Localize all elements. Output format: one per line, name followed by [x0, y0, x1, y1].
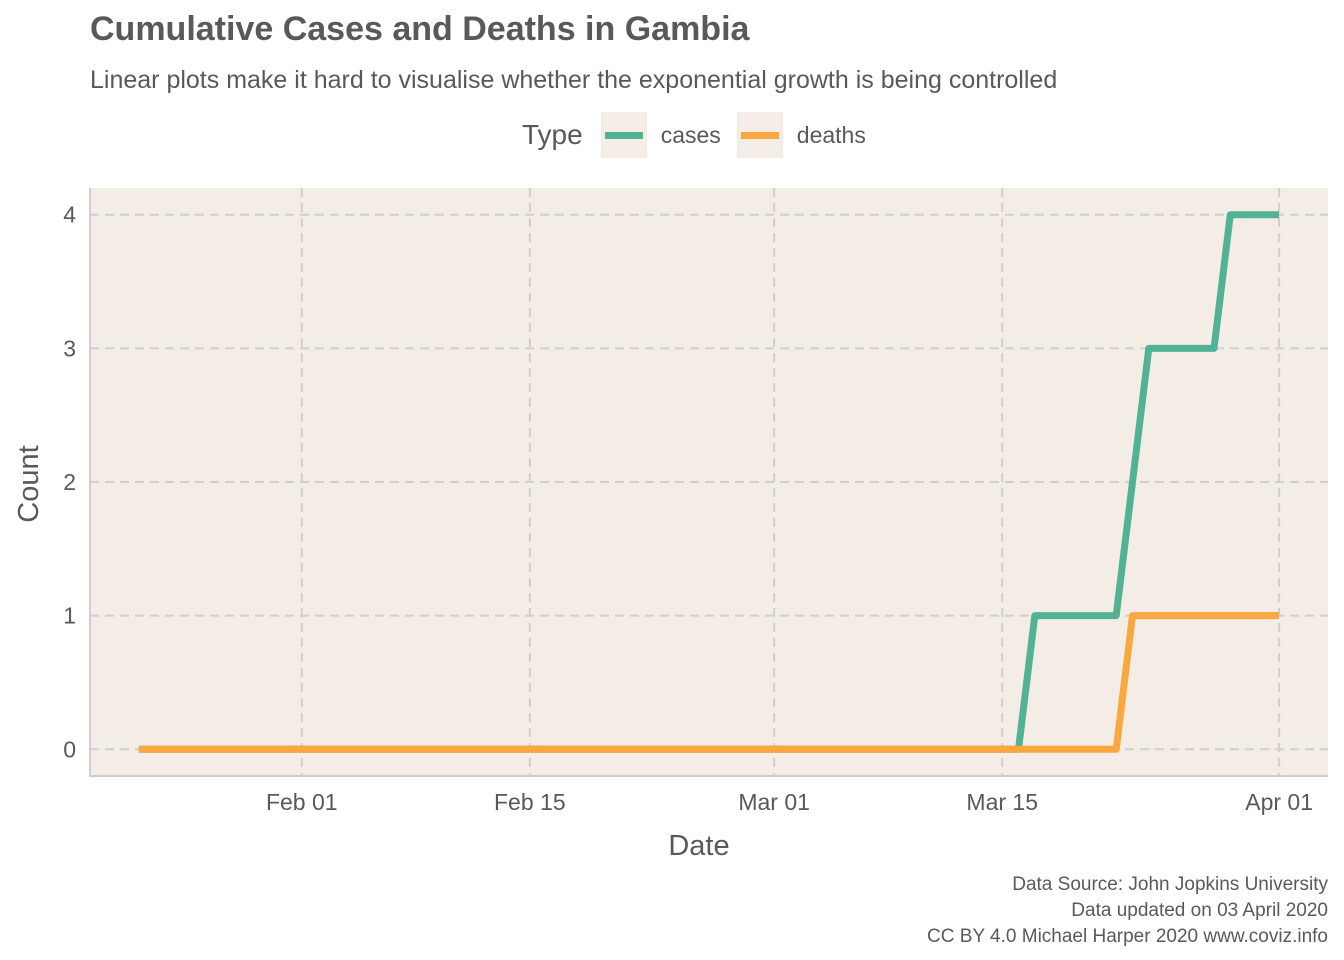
legend-swatch-deaths — [740, 132, 779, 139]
x-tick-label-apr-01: Apr 01 — [1245, 789, 1313, 815]
y-tick-label-1: 1 — [63, 603, 76, 629]
y-tick-label-3: 3 — [63, 335, 76, 361]
legend-swatch-cases — [604, 132, 643, 139]
x-tick-label-mar-15: Mar 15 — [966, 789, 1038, 815]
legend: Type cases deaths — [522, 112, 882, 158]
tick-labels: 0 1 2 3 4 Feb 01 Feb 15 Mar 01 Mar 15 Apr 01 — [63, 202, 1313, 815]
legend-item-deaths: deaths — [736, 112, 866, 158]
y-tick-label-0: 0 — [63, 736, 76, 762]
x-tick-label-feb-01: Feb 01 — [266, 789, 338, 815]
caption: Data Source: John Jopkins University Dat… — [927, 872, 1328, 950]
x-tick-label-feb-15: Feb 15 — [494, 789, 566, 815]
series-line-cases — [138, 211, 1280, 753]
x-tick-label-mar-01: Mar 01 — [738, 789, 810, 815]
y-axis-label: Count — [13, 445, 45, 522]
legend-label-cases: cases — [660, 121, 721, 148]
series-line-deaths — [138, 612, 1280, 753]
x-axis-label: Date — [668, 830, 729, 862]
axes — [89, 188, 1328, 777]
y-tick-label-2: 2 — [63, 469, 76, 495]
legend-label-deaths: deaths — [796, 121, 866, 148]
legend-item-cases: cases — [600, 112, 721, 158]
y-tick-label-4: 4 — [63, 202, 76, 228]
chart-title: Cumulative Cases and Deaths in Gambia — [90, 10, 750, 48]
chart-subtitle: Linear plots make it hard to visualise w… — [90, 66, 1058, 94]
series-lines — [138, 211, 1280, 753]
legend-key-cases — [600, 112, 647, 158]
caption-updated: Data updated on 03 April 2020 — [1071, 900, 1328, 921]
caption-source: Data Source: John Jopkins University — [1012, 874, 1328, 895]
legend-key-deaths — [736, 112, 783, 158]
legend-title: Type — [522, 119, 583, 150]
caption-license: CC BY 4.0 Michael Harper 2020 www.coviz.… — [927, 926, 1328, 947]
